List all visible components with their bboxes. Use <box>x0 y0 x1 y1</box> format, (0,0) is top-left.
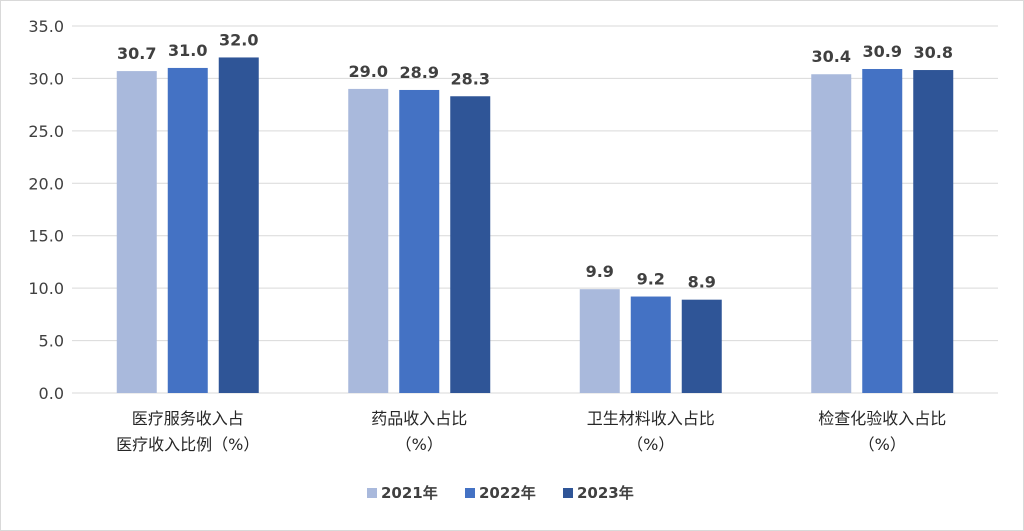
bar <box>116 71 157 394</box>
legend-swatch <box>367 488 377 498</box>
y-tick-label: 5.0 <box>39 332 64 351</box>
data-label: 9.2 <box>637 270 665 289</box>
y-tick-label: 35.0 <box>28 17 64 36</box>
bar <box>218 57 259 393</box>
y-tick-label: 0.0 <box>39 384 64 403</box>
x-tick-label: （%） <box>627 435 674 454</box>
data-label: 28.3 <box>451 69 490 88</box>
data-label: 29.0 <box>349 62 388 81</box>
x-tick-label: 医疗服务收入占 <box>132 409 244 428</box>
legend-label: 2023年 <box>577 484 634 502</box>
y-tick-label: 15.0 <box>28 227 64 246</box>
legend-label: 2021年 <box>381 484 438 502</box>
data-label: 28.9 <box>400 63 439 82</box>
data-label: 8.9 <box>688 273 716 292</box>
bar <box>399 89 440 393</box>
data-label: 32.0 <box>219 30 258 49</box>
bar <box>681 299 722 393</box>
x-tick-label: 药品收入占比 <box>371 409 467 428</box>
data-label: 30.9 <box>863 42 902 61</box>
data-label: 9.9 <box>586 262 614 281</box>
bar <box>579 289 620 393</box>
x-tick-label: （%） <box>396 435 443 454</box>
bar <box>450 96 491 394</box>
legend-label: 2022年 <box>479 484 536 502</box>
bar <box>630 296 671 393</box>
x-tick-label: 卫生材料收入占比 <box>587 409 715 428</box>
data-label: 31.0 <box>168 41 207 60</box>
y-tick-label: 20.0 <box>28 174 64 193</box>
y-tick-label: 30.0 <box>28 69 64 88</box>
bar <box>862 68 903 394</box>
bar <box>811 74 852 393</box>
data-label: 30.4 <box>812 47 851 66</box>
legend-swatch <box>563 488 573 498</box>
y-tick-label: 10.0 <box>28 279 64 298</box>
legend-swatch <box>465 488 475 498</box>
x-tick-label: 医疗收入比例（%） <box>116 435 259 454</box>
x-tick-label: 检查化验收入占比 <box>818 409 946 428</box>
data-label: 30.8 <box>914 43 953 62</box>
bar <box>167 67 208 393</box>
bar <box>913 70 954 393</box>
bar <box>348 88 389 394</box>
x-tick-label: （%） <box>859 435 906 454</box>
y-tick-label: 25.0 <box>28 122 64 141</box>
data-label: 30.7 <box>117 44 156 63</box>
